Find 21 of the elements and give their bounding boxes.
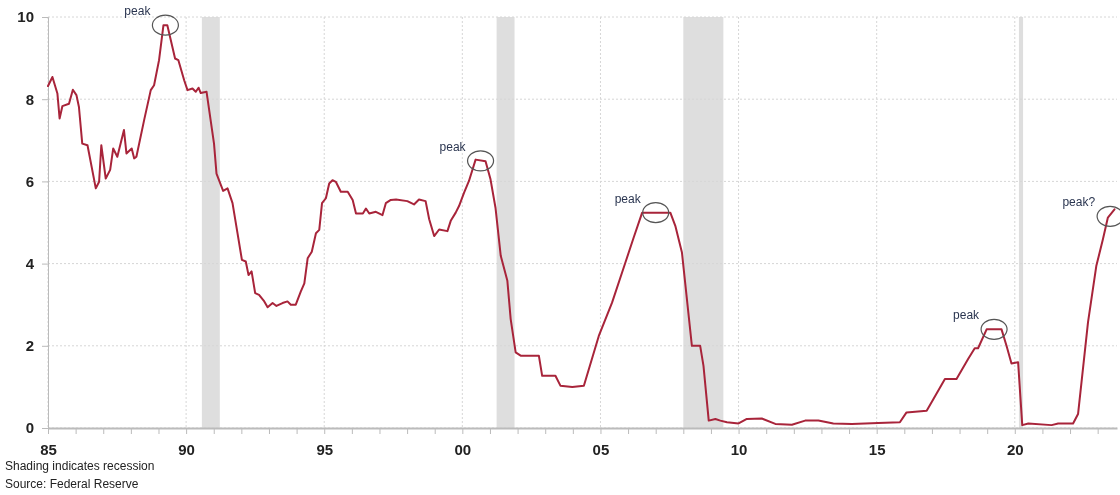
x-tick-label: 10	[730, 440, 748, 458]
annotation: peak	[614, 191, 642, 206]
x-tick-label: 90	[178, 440, 195, 458]
x-tick-label: 20	[1006, 440, 1024, 458]
x-tick-label: 05	[592, 440, 610, 458]
x-tick-label: 85	[40, 440, 57, 458]
text: Shading indicates recession	[5, 459, 155, 473]
annotation: peak?	[1062, 195, 1096, 210]
y-tick-label: 6	[25, 172, 34, 190]
source-note: Source: Federal Reserve	[5, 477, 139, 491]
annotation: peak	[953, 308, 981, 323]
x-tick-label: 15	[868, 440, 886, 458]
x-tick-label: 00	[454, 440, 472, 458]
y-tick-label: 8	[25, 90, 34, 108]
annotation: peak	[439, 139, 467, 154]
y-tick-label: 4	[25, 254, 35, 272]
annotation: peak	[124, 4, 152, 19]
y-tick-label: 10	[17, 8, 34, 26]
y-tick-label: 0	[25, 419, 34, 437]
x-tick-label: 95	[316, 440, 334, 458]
y-tick-label: 2	[25, 337, 34, 355]
